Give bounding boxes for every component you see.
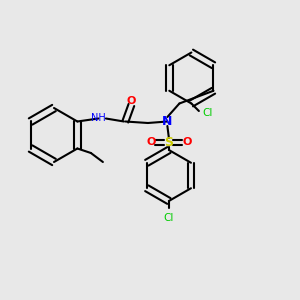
Text: Cl: Cl (202, 107, 213, 118)
Text: S: S (164, 136, 173, 149)
Text: NH: NH (91, 113, 106, 124)
Text: O: O (182, 137, 192, 148)
Text: Cl: Cl (164, 213, 174, 223)
Text: O: O (146, 137, 156, 148)
Text: N: N (162, 115, 172, 128)
Text: O: O (127, 96, 136, 106)
